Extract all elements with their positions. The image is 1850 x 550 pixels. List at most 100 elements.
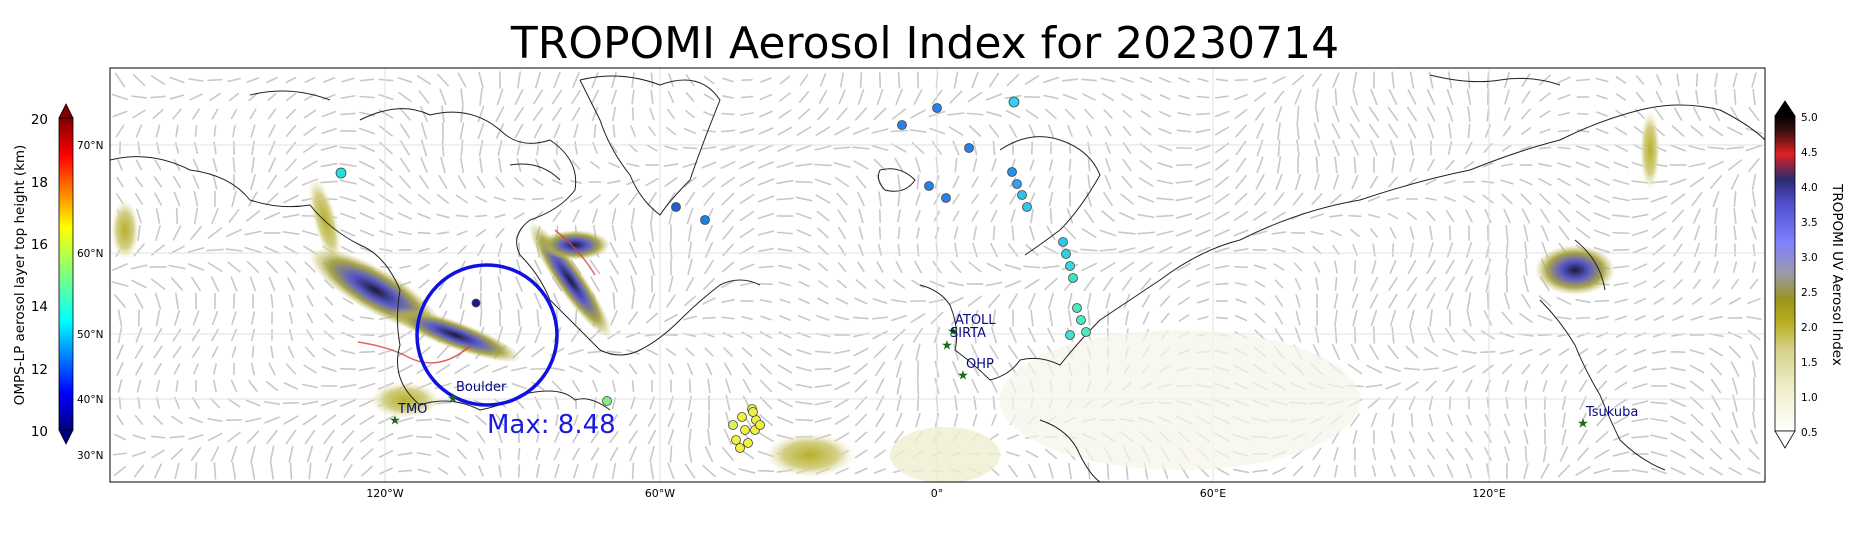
wind-arrow (133, 464, 145, 478)
wind-arrow (834, 176, 850, 188)
wind-arrow (1539, 110, 1551, 118)
wind-arrow (1651, 211, 1667, 221)
wind-arrow (534, 292, 542, 310)
wind-arrow (664, 314, 678, 322)
wind-arrow (913, 89, 923, 105)
wind-arrow (819, 73, 827, 87)
wind-arrow (479, 157, 483, 173)
wind-arrow (757, 212, 775, 220)
wind-arrow (1142, 311, 1150, 325)
wind-arrow (340, 349, 356, 355)
wind-arrow (705, 224, 713, 242)
wind-arrow (952, 175, 960, 189)
wind-arrow (952, 210, 960, 222)
wind-arrow (878, 71, 882, 89)
wind-arrow (1710, 430, 1722, 444)
wind-arrow (1595, 77, 1609, 83)
wind-arrow (245, 210, 261, 222)
wind-arrow (650, 89, 654, 105)
wind-arrow (516, 157, 522, 173)
wind-arrow (1313, 139, 1321, 157)
wind-arrow (301, 400, 319, 406)
wind-arrow (454, 363, 470, 375)
wind-arrow (607, 180, 621, 184)
wind-arrow (1650, 467, 1668, 475)
wind-arrow (320, 399, 338, 407)
wind-arrow (415, 418, 433, 422)
wind-arrow (1539, 128, 1551, 134)
wind-arrow (916, 227, 920, 239)
wind-arrow (249, 108, 257, 120)
wind-arrow (1195, 229, 1211, 237)
wind-arrow (1024, 278, 1040, 290)
wind-arrow (308, 462, 312, 480)
wind-arrow (1466, 309, 1472, 327)
wind-arrow (722, 77, 734, 83)
wind-arrow (989, 362, 999, 376)
wind-arrow (1292, 192, 1304, 206)
wind-arrow (211, 310, 219, 326)
wind-arrow (1654, 107, 1664, 121)
wind-arrow (1215, 78, 1229, 82)
wind-arrow (496, 88, 504, 106)
wind-arrow (721, 192, 735, 206)
wind-arrow (1028, 192, 1036, 206)
wind-arrow (608, 364, 620, 374)
wind-arrow (285, 76, 297, 84)
station-label: ATOLL (955, 313, 996, 328)
wind-arrow (1670, 193, 1686, 205)
wind-arrow (1465, 463, 1473, 479)
wind-arrow (113, 294, 127, 308)
wind-arrow (1446, 464, 1454, 478)
wind-arrow (611, 208, 617, 224)
wind-arrow (1295, 294, 1301, 308)
wind-arrow (553, 292, 561, 310)
wind-arrow (1688, 162, 1706, 168)
wind-arrow (1275, 106, 1283, 122)
wind-arrow (611, 72, 617, 88)
wind-arrow (1503, 430, 1511, 444)
wind-arrow (1068, 174, 1072, 190)
wind-arrow (339, 196, 357, 202)
wind-arrow (834, 315, 850, 321)
wind-arrow (688, 241, 692, 259)
wind-arrow (269, 445, 275, 463)
wind-arrow (1390, 465, 1396, 477)
wind-arrow (378, 212, 394, 220)
wind-arrow (1387, 344, 1399, 360)
wind-arrow (323, 429, 335, 445)
wind-arrow (722, 226, 734, 240)
wind-arrow (970, 361, 980, 377)
wind-arrow (1122, 158, 1132, 172)
wind-arrow (814, 400, 832, 406)
wind-arrow (1366, 364, 1382, 374)
station-label: TMO (397, 402, 427, 417)
wind-arrow (1500, 179, 1514, 185)
wind-arrow (973, 226, 977, 240)
wind-arrow (631, 89, 635, 105)
wind-arrow (607, 330, 621, 340)
wind-arrow (875, 378, 885, 394)
wind-arrow (211, 328, 219, 342)
wind-arrow (1710, 175, 1722, 189)
wind-arrow (211, 346, 219, 358)
wind-arrow (1429, 225, 1433, 241)
wind-arrow (835, 297, 849, 305)
wind-arrow (1425, 276, 1437, 292)
wind-arrow (212, 174, 218, 190)
wind-arrow (1631, 468, 1649, 474)
wind-arrow (1673, 261, 1683, 273)
wind-arrow (1632, 383, 1648, 389)
wind-arrow (1709, 316, 1723, 320)
wind-arrow (701, 161, 717, 169)
wind-arrow (916, 394, 920, 412)
wind-arrow (175, 124, 179, 138)
wind-arrow (1196, 281, 1210, 287)
wind-arrow (435, 418, 451, 422)
wind-arrow (1043, 76, 1059, 84)
wind-arrow (1631, 229, 1649, 237)
wind-arrow (440, 156, 446, 174)
wind-arrow (858, 226, 864, 240)
wind-arrow (1254, 107, 1266, 121)
wind-arrow (683, 176, 697, 188)
